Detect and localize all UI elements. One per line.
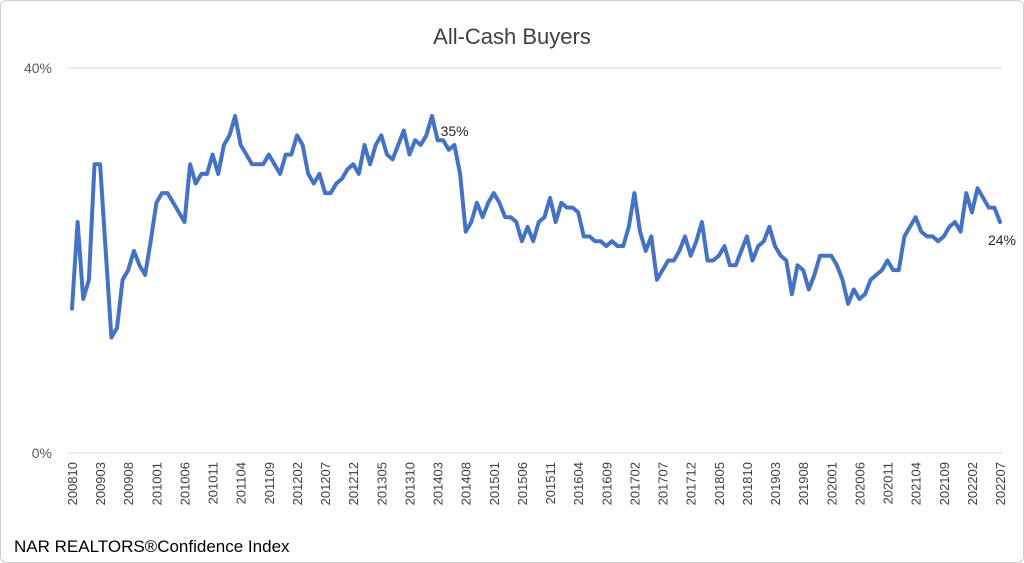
source-note: NAR REALTORS®Confidence Index [14, 537, 290, 556]
x-tick-label: 202001 [824, 462, 839, 505]
y-tick-label-max: 40% [24, 60, 52, 76]
x-tick-label: 202207 [993, 462, 1008, 505]
x-tick-label: 201903 [768, 462, 783, 505]
x-tick-label: 201702 [627, 462, 642, 505]
x-tick-label: 201707 [656, 462, 671, 505]
x-tick-label: 201109 [262, 462, 277, 504]
series-group [70, 114, 1002, 340]
x-tick-label: 201810 [740, 462, 755, 505]
data-label: 35% [441, 123, 469, 139]
x-tick-label: 201305 [374, 462, 389, 505]
x-tick-label: 201805 [712, 462, 727, 505]
x-tick-label: 202104 [909, 462, 924, 505]
x-tick-label: 201001 [149, 462, 164, 505]
x-tick-label: 201207 [318, 462, 333, 505]
x-tick-label: 200903 [93, 462, 108, 505]
x-tick-label: 201609 [599, 462, 614, 505]
x-tick-label: 202202 [965, 462, 980, 505]
x-tick-label: 201712 [684, 462, 699, 505]
x-tick-label: 201403 [431, 462, 446, 505]
x-tick-label: 201604 [571, 462, 586, 505]
x-tick-label: 201511 [543, 462, 558, 504]
x-tick-label: 201908 [796, 462, 811, 505]
y-tick-label-min: 0% [32, 445, 52, 461]
x-tick-label: 201408 [459, 462, 474, 505]
data-label: 24% [988, 232, 1016, 248]
x-tick-label: 202006 [852, 462, 867, 505]
x-tick-label: 200810 [65, 462, 80, 505]
x-tick-label: 201011 [206, 462, 221, 504]
x-tick-label: 200908 [121, 462, 136, 505]
series-line [70, 114, 1002, 340]
x-tick-label: 201104 [234, 462, 249, 504]
x-tick-label: 201006 [177, 462, 192, 505]
x-tick-label: 201501 [487, 462, 502, 505]
chart-title: All-Cash Buyers [433, 24, 591, 49]
x-tick-label: 201202 [290, 462, 305, 505]
x-tick-label: 202109 [937, 462, 952, 505]
x-axis-ticks: 200810 200903 200908 201001 201006 201011 2011… [65, 462, 1008, 505]
x-tick-label: 201310 [402, 462, 417, 505]
x-tick-label: 201506 [515, 462, 530, 505]
x-tick-label: 201212 [346, 462, 361, 505]
x-tick-label: 202011 [881, 462, 896, 504]
annotations: 35% 24% [441, 123, 1016, 248]
